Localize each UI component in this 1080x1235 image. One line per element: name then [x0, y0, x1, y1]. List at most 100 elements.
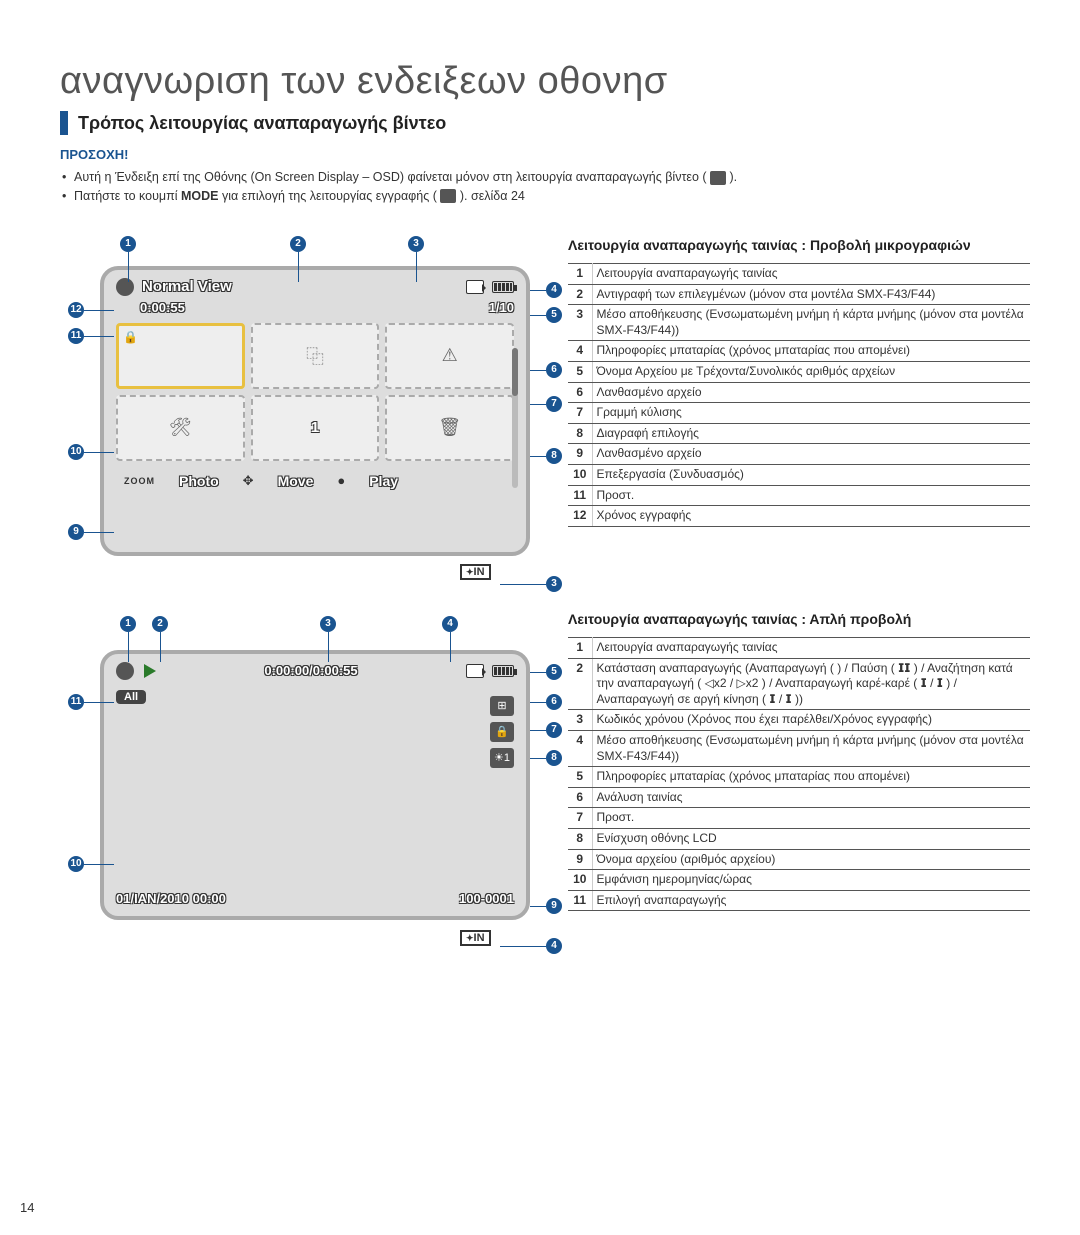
thumbnail-grid: 🔒 ⿻ ⚠ 🛠 1 🗑: [104, 319, 526, 465]
lock-icon: 🔒: [123, 330, 138, 344]
callout-10: 10: [68, 444, 84, 460]
scroll-thumb: [512, 348, 518, 396]
lcd2-top: 0:00:00/0:00:55: [104, 654, 526, 688]
thumb-num: 1: [311, 419, 319, 436]
screen2-col: 1 2 3 4 5 6 7 8 9 10 11 4: [60, 610, 540, 946]
table-row: 11Επιλογή αναπαραγωγής: [568, 890, 1030, 911]
cell-text: Ενίσχυση οθόνης LCD: [592, 829, 1030, 850]
cell-num: 10: [568, 870, 592, 891]
line: [530, 290, 546, 291]
table-row: 9Όνομα αρχείου (αριθμός αρχείου): [568, 849, 1030, 870]
table-row: 3Μέσο αποθήκευσης (Ενσωματωμένη μνήμη ή …: [568, 305, 1030, 341]
line: [530, 906, 546, 907]
cell-num: 2: [568, 658, 592, 710]
table-row: 11Προστ.: [568, 485, 1030, 506]
table-row: 6Λανθασμένο αρχείο: [568, 382, 1030, 403]
cell-num: 4: [568, 341, 592, 362]
line: [298, 252, 299, 282]
lcd1-footer: ZOOM Photo ✥ Move ● Play: [104, 465, 526, 493]
thumb-5[interactable]: 1: [251, 395, 380, 461]
cell-num: 6: [568, 787, 592, 808]
lcd-screen-1: Normal View 0:00:55 1/10 🔒 ⿻ ⚠ 🛠 1 🗑 ZOO…: [100, 266, 530, 556]
table-row: 4Πληροφορίες μπαταρίας (χρόνος μπαταρίας…: [568, 341, 1030, 362]
resolution-icon: ⊞: [490, 696, 514, 716]
line: [84, 336, 114, 337]
thumb-3[interactable]: ⚠: [385, 323, 514, 389]
lcd2-left: [116, 662, 156, 680]
cell-text: Πληροφορίες μπαταρίας (χρόνος μπαταρίας …: [592, 767, 1030, 788]
line: [530, 404, 546, 405]
thumb-6[interactable]: 🗑: [385, 395, 514, 461]
table-row: 5Πληροφορίες μπαταρίας (χρόνος μπαταρίας…: [568, 767, 1030, 788]
c2-2: 2: [152, 616, 168, 632]
table1-col: Λειτουργία αναπαραγωγής ταινίας : Προβολ…: [568, 236, 1030, 580]
thumb-4[interactable]: 🛠: [116, 395, 245, 461]
bullet-1-post: ).: [730, 170, 738, 184]
photo-label: Photo: [179, 473, 219, 489]
thumb-2[interactable]: ⿻: [251, 323, 380, 389]
table-row: 10Επεξεργασία (Συνδυασμός): [568, 465, 1030, 486]
zoom-label: ZOOM: [124, 476, 155, 486]
playback-icon: [116, 278, 134, 296]
line: [128, 252, 129, 282]
line: [328, 632, 329, 662]
thumb-1[interactable]: 🔒: [116, 323, 245, 389]
cell-num: 3: [568, 305, 592, 341]
cell-num: 12: [568, 506, 592, 527]
table-row: 12Χρόνος εγγραφής: [568, 506, 1030, 527]
scrollbar[interactable]: [512, 348, 518, 488]
line: [530, 730, 546, 731]
heading-bar-icon: [60, 111, 68, 135]
joystick-icon: ✥: [243, 473, 254, 489]
cell-text: Επεξεργασία (Συνδυασμός): [592, 465, 1030, 486]
cell-num: 8: [568, 423, 592, 444]
c2-4: 4: [442, 616, 458, 632]
attention-label: ΠΡΟΣΟΧΗ!: [60, 147, 1030, 162]
cell-text: Χρόνος εγγραφής: [592, 506, 1030, 527]
datetime: 01/IAN/2010 00:00: [116, 891, 226, 906]
legend-table-1: 1Λειτουργία αναπαραγωγής ταινίας2Αντιγρα…: [568, 263, 1030, 527]
cell-num: 1: [568, 638, 592, 659]
table-row: 8Ενίσχυση οθόνης LCD: [568, 829, 1030, 850]
section-heading: Τρόπος λειτουργίας αναπαραγωγής βίντεο: [78, 113, 446, 134]
in-text: IN: [474, 932, 485, 944]
cell-text: Λανθασμένο αρχείο: [592, 444, 1030, 465]
line: [500, 946, 546, 947]
battery-icon: [492, 281, 514, 293]
table2-heading: Λειτουργία αναπαραγωγής ταινίας : Απλή π…: [568, 610, 1030, 630]
cell-text: Επιλογή αναπαραγωγής: [592, 890, 1030, 911]
page-number: 14: [20, 1200, 34, 1215]
bullet-2: Πατήστε το κουμπί MODE για επιλογή της λ…: [60, 187, 1030, 206]
callout-5: 5: [546, 307, 562, 323]
cell-text: Λειτουργία αναπαραγωγής ταινίας: [592, 264, 1030, 285]
card-icon: [466, 664, 484, 678]
c2-5: 5: [546, 664, 562, 680]
callout-3: 3: [408, 236, 424, 252]
cell-num: 9: [568, 444, 592, 465]
table-row: 2Αντιγραφή των επιλεγμένων (μόνον στα μο…: [568, 284, 1030, 305]
line: [84, 532, 114, 533]
c2-6: 6: [546, 694, 562, 710]
play-icon: [144, 664, 156, 678]
in-badge: ✦IN: [460, 564, 491, 580]
lcd2-tag-row: All: [104, 688, 526, 703]
callout-9: 9: [68, 524, 84, 540]
cell-num: 8: [568, 829, 592, 850]
page-title: αναγνωριση των ενδειξεων οθονησ: [60, 60, 1030, 103]
cell-text: Κατάσταση αναπαραγωγής (Αναπαραγωγή ( ) …: [592, 658, 1030, 710]
bullet-2-post: ). σελίδα 24: [460, 189, 525, 203]
normal-view-label: Normal View: [142, 278, 232, 295]
cell-text: Κωδικός χρόνου (Χρόνος που έχει παρέλθει…: [592, 710, 1030, 731]
delete-icon: 🗑: [438, 417, 461, 438]
table-row: 10Εμφάνιση ημερομηνίας/ώρας: [568, 870, 1030, 891]
line: [530, 456, 546, 457]
cell-num: 7: [568, 403, 592, 424]
callout-7: 7: [546, 396, 562, 412]
cell-num: 7: [568, 808, 592, 829]
table-row: 8Διαγραφή επιλογής: [568, 423, 1030, 444]
timecode: 0:00:00/0:00:55: [264, 663, 357, 678]
cell-text: Προστ.: [592, 808, 1030, 829]
copy-icon: ⿻: [306, 343, 324, 369]
table-row: 1Λειτουργία αναπαραγωγής ταινίας: [568, 264, 1030, 285]
table-row: 3Κωδικός χρόνου (Χρόνος που έχει παρέλθε…: [568, 710, 1030, 731]
